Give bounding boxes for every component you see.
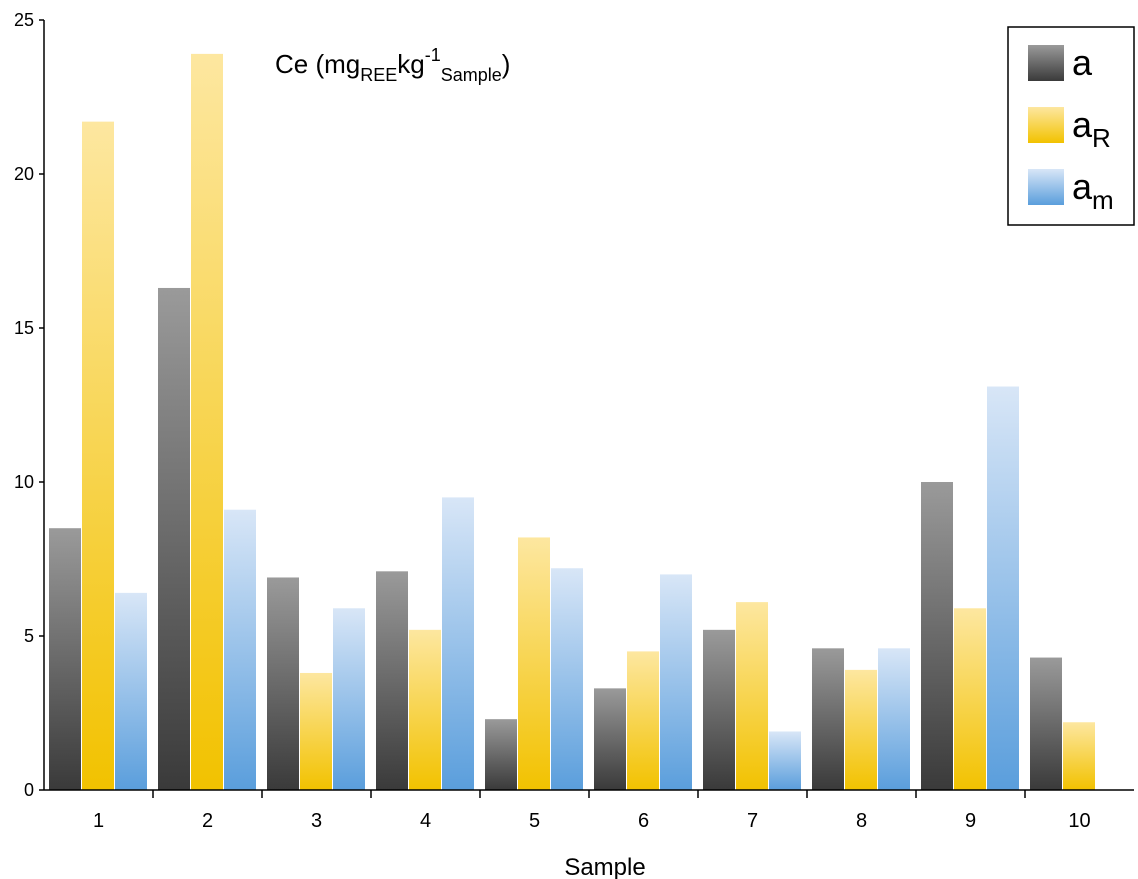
x-tick-label: 3	[311, 810, 322, 832]
x-tick-label: 1	[93, 810, 104, 832]
bar-a-7	[703, 629, 735, 790]
y-tick-label: 25	[14, 10, 34, 30]
bar-aR-10	[1063, 722, 1095, 790]
bar-am-1	[115, 592, 147, 790]
bar-aR-4	[409, 629, 441, 790]
bar-a-4	[376, 571, 408, 790]
bar-am-4	[442, 497, 474, 790]
bar-am-9	[987, 386, 1019, 790]
bar-am-8	[878, 648, 910, 790]
axes-group: 0 5 10 15 20 25 1 2 3 4 5 6 7 8 9 10	[14, 10, 1134, 832]
bar-aR-9	[954, 608, 986, 790]
bars-group	[49, 53, 1095, 790]
bar-aR-6	[627, 651, 659, 790]
legend-label-am: am	[1072, 166, 1114, 215]
y-tick-label: 0	[24, 780, 34, 800]
bar-aR-2	[191, 53, 223, 790]
bar-a-1	[49, 528, 81, 790]
x-tick-label: 2	[202, 810, 213, 832]
y-tick-label: 15	[14, 318, 34, 338]
bar-am-2	[224, 509, 256, 790]
x-axis-title: Sample	[564, 854, 645, 879]
y-tick-label: 5	[24, 626, 34, 646]
bar-a-6	[594, 688, 626, 790]
x-tick-label: 7	[747, 810, 758, 832]
bar-a-2	[158, 287, 190, 790]
bar-am-7	[769, 731, 801, 790]
bar-aR-1	[82, 121, 114, 790]
legend-swatch-a	[1028, 45, 1064, 81]
legend-swatch-aR	[1028, 107, 1064, 143]
legend-label-aR: aR	[1072, 104, 1111, 153]
bar-aR-8	[845, 669, 877, 790]
bar-aR-7	[736, 602, 768, 790]
bar-a-10	[1030, 657, 1062, 790]
bar-a-9	[921, 482, 953, 790]
y-tick-label: 10	[14, 472, 34, 492]
x-tick-label: 4	[420, 810, 431, 832]
x-tick-label: 8	[856, 810, 867, 832]
bar-am-3	[333, 608, 365, 790]
bar-aR-3	[300, 672, 332, 790]
bar-aR-5	[518, 537, 550, 790]
legend-label-a: a	[1072, 42, 1093, 83]
y-tick-label: 20	[14, 164, 34, 184]
bar-a-3	[267, 577, 299, 790]
bar-a-5	[485, 719, 517, 790]
x-tick-label: 5	[529, 810, 540, 832]
bar-a-8	[812, 648, 844, 790]
legend-box	[1007, 26, 1135, 226]
legend: a aR am	[1007, 26, 1135, 226]
x-tick-label: 10	[1068, 810, 1090, 832]
bar-am-5	[551, 568, 583, 790]
chart-title: Ce (mgREEkg-1Sample)	[275, 45, 510, 85]
bar-am-6	[660, 574, 692, 790]
x-tick-label: 9	[965, 810, 976, 832]
x-tick-label: 6	[638, 810, 649, 832]
legend-swatch-am	[1028, 169, 1064, 205]
